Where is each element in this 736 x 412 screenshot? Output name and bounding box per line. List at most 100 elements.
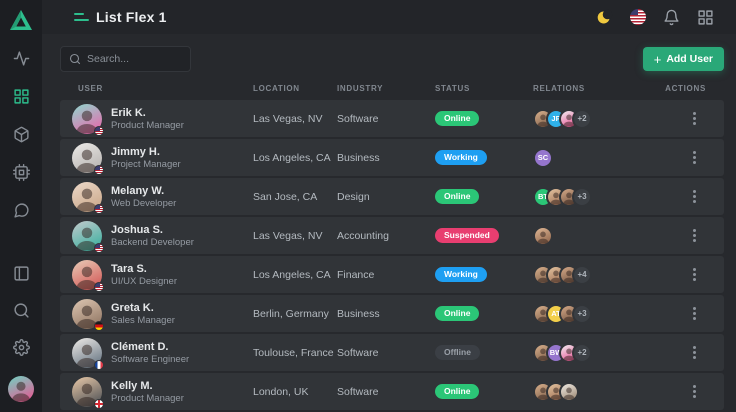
layout-icon[interactable] [13, 265, 30, 282]
user-role: Product Manager [111, 392, 184, 404]
user-name: Greta K. [111, 301, 154, 314]
row-actions-button[interactable] [692, 195, 696, 198]
table-row[interactable]: Melany W. Web Developer San Jose, CA Des… [60, 178, 724, 215]
column-header-actions: ACTIONS [665, 83, 706, 93]
actions-cell [664, 273, 724, 276]
flag-badge [94, 203, 104, 214]
user-role: Product Manager [111, 119, 184, 131]
row-actions-button[interactable] [692, 234, 696, 237]
industry-cell: Software [337, 385, 379, 398]
search-icon [69, 53, 81, 65]
flag-badge [94, 320, 104, 331]
box-icon[interactable] [13, 126, 30, 143]
row-actions-button[interactable] [692, 312, 696, 315]
status-cell: Working [435, 267, 533, 282]
search-input[interactable] [87, 53, 182, 65]
user-cell: Melany W. Web Developer [60, 181, 253, 214]
settings-gear-icon[interactable] [12, 339, 30, 356]
relation-avatar [559, 381, 579, 402]
row-actions-button[interactable] [692, 390, 696, 393]
moon-icon[interactable] [596, 9, 613, 26]
content: + Add User USER LOCATION INDUSTRY STATUS… [42, 34, 736, 412]
actions-cell [664, 156, 724, 159]
status-cell: Online [435, 306, 533, 321]
plus-icon: + [653, 51, 662, 67]
actions-cell [664, 312, 724, 315]
location-cell: Las Vegas, NV [253, 229, 323, 242]
relations-cell: SC [533, 147, 664, 168]
user-cell: Clément D. Software Engineer [60, 337, 253, 370]
table-row[interactable]: Joshua S. Backend Developer Las Vegas, N… [60, 217, 724, 254]
profile-avatar[interactable] [8, 376, 34, 402]
column-header-industry: INDUSTRY [337, 83, 384, 93]
user-name: Joshua S. [111, 223, 163, 236]
table-row[interactable]: Greta K. Sales Manager Berlin, Germany B… [60, 295, 724, 332]
relations-cell: BW +2 [533, 342, 664, 363]
row-actions-button[interactable] [692, 351, 696, 354]
location-cell: Toulouse, France [253, 346, 334, 359]
actions-cell [664, 117, 724, 120]
app-logo[interactable] [0, 0, 42, 40]
flag-badge [94, 359, 104, 370]
avatar [72, 259, 104, 292]
status-badge: Suspended [435, 228, 499, 243]
actions-cell [664, 351, 724, 354]
avatar [72, 103, 104, 136]
location-cell: Las Vegas, NV [253, 112, 323, 125]
relation-more-count: +2 [572, 108, 592, 129]
relation-initials-avatar: SC [533, 147, 553, 168]
add-user-button[interactable]: + Add User [642, 47, 724, 71]
user-name: Clément D. [111, 340, 169, 353]
status-cell: Online [435, 189, 533, 204]
relation-more-count: +2 [572, 342, 592, 363]
chat-icon[interactable] [13, 202, 30, 219]
relations-cell: AT +3 [533, 303, 664, 324]
grid-menu-icon[interactable] [697, 9, 714, 26]
status-cell: Online [435, 384, 533, 399]
status-badge: Offline [435, 345, 480, 360]
bell-icon[interactable] [663, 9, 680, 26]
avatar [72, 142, 104, 175]
industry-cell: Finance [337, 268, 375, 281]
relation-more-count: +3 [572, 303, 592, 324]
status-badge: Online [435, 189, 480, 204]
flag-badge [94, 125, 104, 136]
table-row[interactable]: Erik K. Product Manager Las Vegas, NV So… [60, 100, 724, 137]
industry-cell: Software [337, 112, 379, 125]
search-box[interactable] [60, 46, 191, 72]
actions-cell [664, 195, 724, 198]
industry-cell: Design [337, 190, 370, 203]
status-cell: Offline [435, 345, 533, 360]
sidebar [0, 0, 42, 412]
user-role: UI/UX Designer [111, 275, 177, 287]
status-badge: Working [435, 150, 487, 165]
user-name: Tara S. [111, 262, 147, 275]
table-row[interactable]: Jimmy H. Project Manager Los Angeles, CA… [60, 139, 724, 176]
column-header-location: LOCATION [253, 83, 300, 93]
user-name: Erik K. [111, 106, 146, 119]
table-row[interactable]: Tara S. UI/UX Designer Los Angeles, CA F… [60, 256, 724, 293]
add-user-label: Add User [666, 53, 713, 65]
table-header: USER LOCATION INDUSTRY STATUS RELATIONS … [60, 76, 724, 100]
main-area: List Flex 1 [42, 0, 736, 412]
user-cell: Kelly M. Product Manager [60, 376, 253, 409]
flag-badge [94, 398, 104, 409]
apps-grid-icon[interactable] [13, 88, 30, 105]
avatar [72, 337, 104, 370]
row-actions-button[interactable] [692, 273, 696, 276]
language-us-flag-icon[interactable] [630, 9, 646, 25]
table-row[interactable]: Kelly M. Product Manager London, UK Soft… [60, 373, 724, 410]
relations-cell: JP +2 [533, 108, 664, 129]
user-name: Kelly M. [111, 379, 153, 392]
activity-icon[interactable] [13, 50, 30, 67]
column-header-relations: RELATIONS [533, 83, 585, 93]
user-cell: Erik K. Product Manager [60, 103, 253, 136]
search-icon[interactable] [13, 302, 30, 319]
cpu-icon[interactable] [12, 164, 30, 181]
menu-toggle-icon[interactable] [74, 13, 89, 21]
avatar [72, 181, 104, 214]
table-row[interactable]: Clément D. Software Engineer Toulouse, F… [60, 334, 724, 371]
row-actions-button[interactable] [692, 156, 696, 159]
row-actions-button[interactable] [692, 117, 696, 120]
